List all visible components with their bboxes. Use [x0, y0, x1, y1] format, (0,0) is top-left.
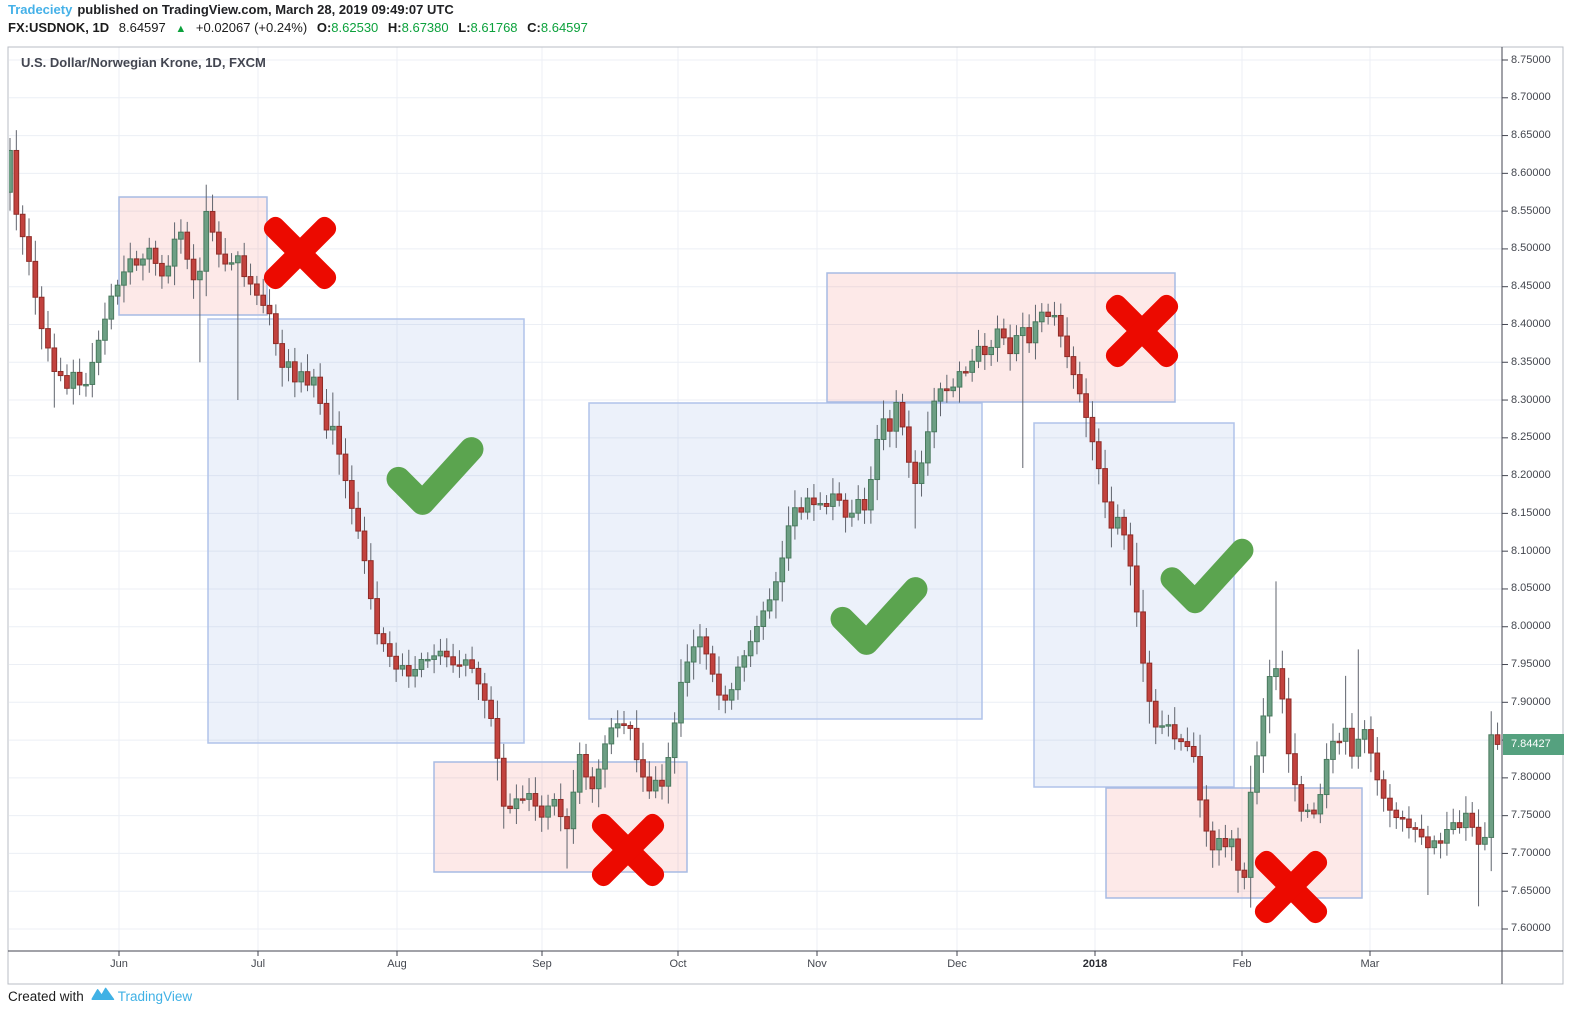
high-label: H:	[387, 20, 402, 35]
close-value: 8.64597	[540, 20, 588, 35]
chart-legend: U.S. Dollar/Norwegian Krone, 1D, FXCM	[21, 55, 266, 70]
confirmation-check-icon	[830, 577, 928, 655]
attribution-text: published on TradingView.com, March 28, …	[77, 2, 454, 17]
low-label: L:	[458, 20, 471, 35]
symbol-info-bar: FX:USDNOK, 1D 8.64597 ▲ +0.02067 (+0.24%…	[8, 20, 588, 35]
close-label: C:	[527, 20, 541, 35]
tradingview-logo-icon	[91, 987, 115, 1005]
created-with-text: Created with	[8, 988, 84, 1004]
up-arrow-icon: ▲	[175, 23, 187, 35]
rejection-cross-icon	[1105, 294, 1179, 368]
symbol-name[interactable]: FX:USDNOK, 1D	[8, 20, 110, 35]
rejection-cross-icon	[1254, 850, 1328, 924]
confirmation-check-icon	[1160, 538, 1254, 614]
last-price-label: 7.84427	[1503, 733, 1564, 755]
symbol-change: +0.02067 (+0.24%)	[195, 20, 308, 35]
symbol-last-price: 8.64597	[118, 20, 166, 35]
high-value: 8.67380	[401, 20, 449, 35]
valid-zone-box	[588, 402, 983, 720]
open-value: 8.62530	[331, 20, 379, 35]
attribution-bar: Tradeciety published on TradingView.com, …	[8, 2, 454, 17]
tradingview-brand-link[interactable]: TradingView	[117, 988, 193, 1004]
low-value: 8.61768	[470, 20, 518, 35]
author-link[interactable]: Tradeciety	[8, 2, 73, 17]
confirmation-check-icon	[386, 437, 484, 515]
open-label: O:	[316, 20, 332, 35]
footer-attribution: Created with TradingView	[8, 987, 192, 1005]
rejection-cross-icon	[591, 813, 665, 887]
rejection-cross-icon	[263, 216, 337, 290]
